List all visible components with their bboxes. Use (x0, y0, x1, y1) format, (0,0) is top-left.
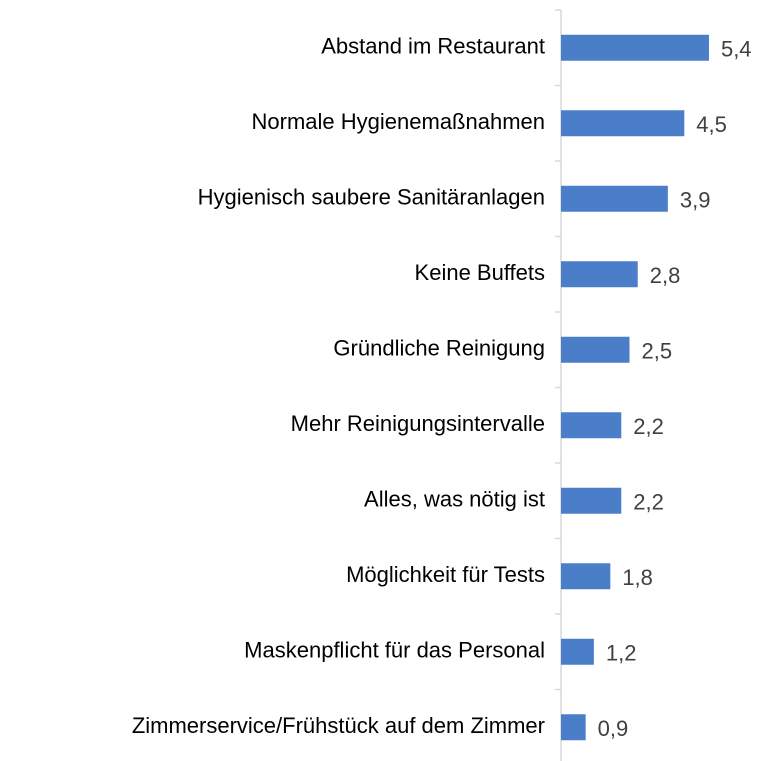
value-label: 1,8 (622, 565, 653, 590)
value-label: 1,2 (606, 641, 637, 666)
y-tick-label: Maskenpflicht für das Personal (244, 638, 545, 663)
bar (561, 185, 668, 212)
bar (561, 261, 638, 288)
y-tick-label: Alles, was nötig ist (364, 487, 545, 512)
value-label: 2,8 (650, 263, 681, 288)
y-tick-label: Zimmerservice/Frühstück auf dem Zimmer (132, 713, 545, 738)
value-label: 2,2 (633, 490, 664, 515)
y-tick-label: Keine Buffets (415, 260, 545, 285)
y-tick-label: Normale Hygienemaßnahmen (252, 109, 545, 134)
bar (561, 714, 586, 741)
bar (561, 638, 594, 665)
value-label: 5,4 (721, 37, 752, 62)
y-tick-label: Abstand im Restaurant (321, 34, 545, 59)
bar (561, 412, 622, 439)
y-tick-label: Möglichkeit für Tests (346, 562, 545, 587)
value-label: 4,5 (696, 112, 727, 137)
value-label: 2,2 (633, 414, 664, 439)
y-tick-label: Mehr Reinigungsintervalle (291, 411, 545, 436)
bar (561, 487, 622, 514)
bar (561, 563, 611, 590)
value-label: 3,9 (680, 188, 711, 213)
bar (561, 336, 630, 363)
y-tick-label: Gründliche Reinigung (333, 336, 545, 361)
y-tick-label: Hygienisch saubere Sanitäranlagen (198, 185, 545, 210)
bar (561, 34, 709, 61)
bar (561, 110, 685, 137)
value-label: 0,9 (598, 716, 629, 741)
value-label: 2,5 (642, 339, 673, 364)
